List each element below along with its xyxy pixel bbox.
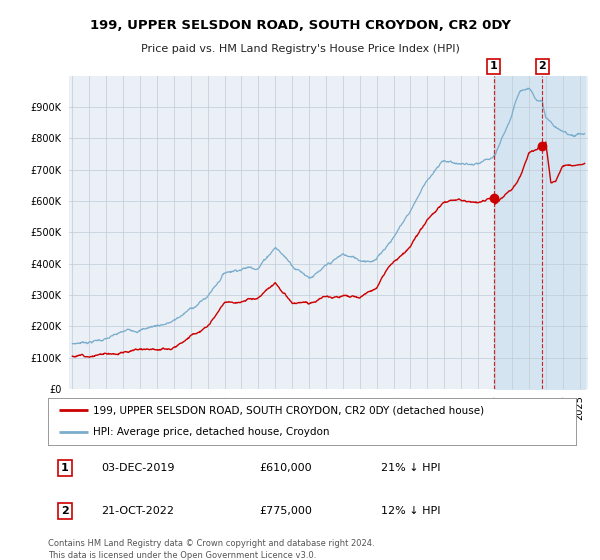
Text: 1: 1 <box>61 463 69 473</box>
Text: 1: 1 <box>490 62 497 72</box>
Text: 03-DEC-2019: 03-DEC-2019 <box>101 463 175 473</box>
Text: 2: 2 <box>538 62 546 72</box>
Text: 21-OCT-2022: 21-OCT-2022 <box>101 506 174 516</box>
Text: 2: 2 <box>61 506 69 516</box>
Text: £775,000: £775,000 <box>259 506 312 516</box>
Text: 21% ↓ HPI: 21% ↓ HPI <box>380 463 440 473</box>
Text: 199, UPPER SELSDON ROAD, SOUTH CROYDON, CR2 0DY: 199, UPPER SELSDON ROAD, SOUTH CROYDON, … <box>89 18 511 32</box>
Text: Contains HM Land Registry data © Crown copyright and database right 2024.
This d: Contains HM Land Registry data © Crown c… <box>48 539 374 560</box>
Text: 199, UPPER SELSDON ROAD, SOUTH CROYDON, CR2 0DY (detached house): 199, UPPER SELSDON ROAD, SOUTH CROYDON, … <box>93 405 484 416</box>
Text: £610,000: £610,000 <box>259 463 312 473</box>
Text: HPI: Average price, detached house, Croydon: HPI: Average price, detached house, Croy… <box>93 427 329 437</box>
Text: 12% ↓ HPI: 12% ↓ HPI <box>380 506 440 516</box>
Text: Price paid vs. HM Land Registry's House Price Index (HPI): Price paid vs. HM Land Registry's House … <box>140 44 460 54</box>
